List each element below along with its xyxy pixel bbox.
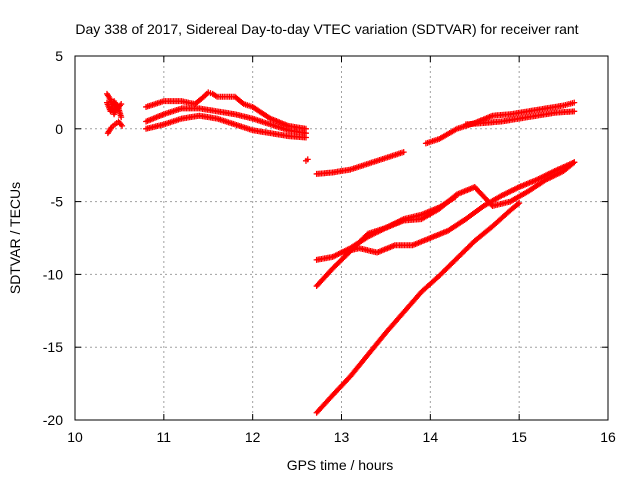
y-tick-label: -15 <box>43 339 63 355</box>
data-point <box>400 149 407 156</box>
y-tick-label: -20 <box>43 412 63 428</box>
series-arc-12 <box>313 200 523 416</box>
axes <box>74 55 609 421</box>
data-point <box>119 122 126 129</box>
y-tick-label: -10 <box>43 266 63 282</box>
x-tick-label: 13 <box>334 429 350 445</box>
data-point <box>118 101 125 108</box>
x-axis-label: GPS time / hours <box>287 457 394 473</box>
data-point <box>571 159 578 166</box>
x-tick-label: 11 <box>157 429 172 445</box>
x-tick-label: 10 <box>67 429 83 445</box>
series-arc-8 <box>462 108 578 128</box>
data-points <box>103 89 578 416</box>
data-point <box>516 200 523 207</box>
data-point <box>514 201 521 208</box>
y-tick-label: 0 <box>55 121 63 137</box>
series-arc-2 <box>143 89 309 132</box>
data-point <box>302 134 309 141</box>
series-arc-1b <box>104 118 126 137</box>
series-arc-11 <box>338 159 578 256</box>
tick-labels: 10 11 12 13 14 15 16 5 0 -5 -10 -15 -20 <box>43 48 616 445</box>
series-arc-3 <box>143 105 309 137</box>
series-arc-6 <box>313 149 407 177</box>
x-tick-label: 14 <box>423 429 439 445</box>
series-arc-5 <box>302 156 311 164</box>
y-axis-label: SDTVAR / TECUs <box>7 182 23 294</box>
data-point <box>304 156 311 163</box>
x-tick-label: 12 <box>245 429 261 445</box>
series-arc-1c <box>103 90 125 121</box>
data-point <box>571 99 578 106</box>
data-point <box>571 108 578 115</box>
data-point <box>118 114 125 121</box>
x-tick-label: 16 <box>600 429 616 445</box>
y-tick-label: 5 <box>55 48 63 64</box>
x-tick-label: 15 <box>511 429 527 445</box>
data-point <box>239 100 246 107</box>
series-arc-4 <box>143 112 309 141</box>
chart-title: Day 338 of 2017, Sidereal Day-to-day VTE… <box>75 21 578 37</box>
y-tick-label: -5 <box>51 194 64 210</box>
